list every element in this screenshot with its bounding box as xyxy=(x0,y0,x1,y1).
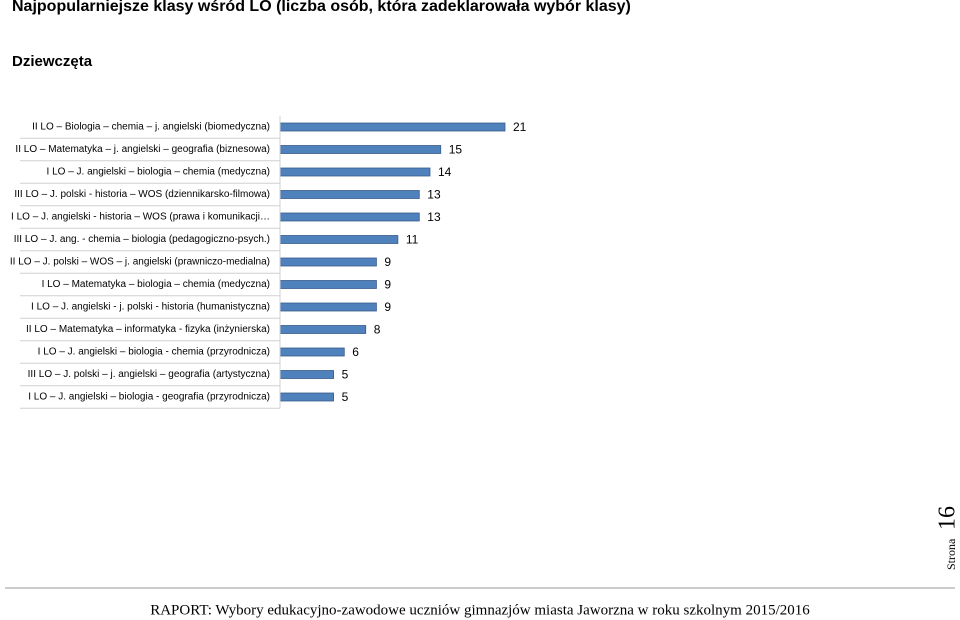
data-label: 14 xyxy=(438,165,452,179)
data-label: 13 xyxy=(427,188,441,202)
data-label: 6 xyxy=(352,345,359,359)
bar xyxy=(279,392,334,402)
category-label: I LO – J. angielski – biologia - chemia … xyxy=(38,347,270,358)
category-label: II LO – Biologia – chemia – j. angielski… xyxy=(32,122,270,133)
data-label: 13 xyxy=(427,210,441,224)
category-label: I LO – J. angielski – biologia – chemia … xyxy=(47,167,270,178)
bar xyxy=(279,145,442,154)
data-label: 5 xyxy=(342,368,349,382)
bar xyxy=(279,167,431,177)
bar xyxy=(279,302,377,312)
data-label: 21 xyxy=(513,120,527,134)
category-label: III LO – J. polski - historia – WOS (dzi… xyxy=(14,189,270,200)
data-label: 15 xyxy=(449,143,463,157)
bar xyxy=(279,212,420,222)
category-label: II LO – Matematyka – j. angielski – geog… xyxy=(15,144,270,155)
category-label: II LO – Matematyka – informatyka - fizyk… xyxy=(26,324,270,335)
category-label: I LO – J. angielski - j. polski - histor… xyxy=(31,302,270,313)
chart: II LO – Biologia – chemia – j. angielski… xyxy=(10,115,527,409)
bar xyxy=(279,325,367,334)
footer: RAPORT: Wybory edukacyjno-zawodowe uczni… xyxy=(150,602,810,618)
category-label: I LO – Matematyka – biologia – chemia (m… xyxy=(42,279,270,290)
bar xyxy=(279,190,420,199)
category-label: III LO – J. polski – j. angielski – geog… xyxy=(28,369,270,380)
data-label: 8 xyxy=(374,323,381,337)
category-label: I LO – J. angielski – biologia - geograf… xyxy=(28,392,270,403)
page-label: Strona xyxy=(944,538,958,570)
bar xyxy=(279,122,506,132)
data-label: 9 xyxy=(384,300,391,314)
page-title: Najpopularniejsze klasy wśród LO (liczba… xyxy=(12,0,631,15)
data-label: 9 xyxy=(384,255,391,269)
category-label: III LO – J. ang. - chemia – biologia (pe… xyxy=(14,234,270,245)
bar xyxy=(279,370,334,379)
bar xyxy=(279,235,399,244)
category-label: I LO – J. angielski - historia – WOS (pr… xyxy=(11,212,270,223)
data-label: 9 xyxy=(384,278,391,292)
bar xyxy=(279,347,345,357)
category-label: II LO – J. polski – WOS – j. angielski (… xyxy=(10,257,270,268)
bar xyxy=(279,280,377,289)
section-title: Dziewczęta xyxy=(12,53,93,70)
data-label: 5 xyxy=(342,390,349,404)
page-number-block: Strona 16 xyxy=(935,506,960,570)
page-number: 16 xyxy=(935,506,960,530)
bar xyxy=(279,257,377,267)
data-label: 11 xyxy=(406,233,419,247)
